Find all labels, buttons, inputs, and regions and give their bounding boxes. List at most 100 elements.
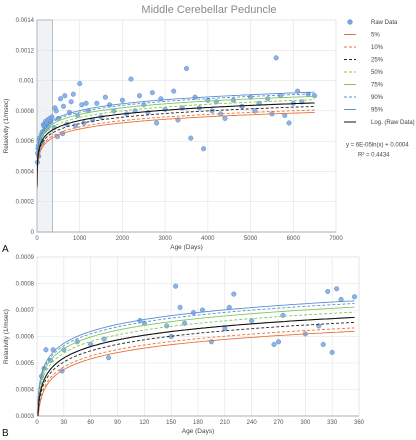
data-point <box>231 291 237 297</box>
x-tick-label: 300 <box>300 420 311 426</box>
x-tick-label: 360 <box>354 420 365 426</box>
data-point <box>70 91 76 97</box>
panel-label: A <box>2 244 9 255</box>
data-point <box>53 108 59 114</box>
data-point <box>57 96 64 102</box>
data-point <box>351 294 358 300</box>
x-tick-label: 90 <box>114 420 121 426</box>
legend-item: 95% <box>344 108 384 114</box>
data-point <box>43 347 49 353</box>
data-point <box>136 93 143 99</box>
y-tick-label: 0.0007 <box>16 308 35 314</box>
data-point <box>275 339 282 345</box>
data-point <box>334 286 340 292</box>
legend-label: 10% <box>371 45 384 51</box>
y-axis-title: Relaxivity (1/msec) <box>3 309 10 364</box>
legend-item: 25% <box>344 58 384 64</box>
chart-panel-a: 0 0.0002 0.0004 0.0006 0.0008 0.001 0.0012 0.00… <box>2 18 343 255</box>
data-point <box>62 93 68 99</box>
x-tick-label: 0 <box>35 420 39 426</box>
data-point <box>312 93 318 99</box>
legend-item: 90% <box>344 95 384 101</box>
curve-line <box>37 300 355 403</box>
x-tick-label: 3000 <box>158 236 172 242</box>
x-tick-label: 1000 <box>73 236 87 242</box>
data-point <box>273 55 279 61</box>
data-point <box>77 81 83 87</box>
data-point <box>145 109 151 115</box>
x-tick-label: 270 <box>273 420 284 426</box>
data-point <box>201 146 207 152</box>
y-tick-label: 0.0008 <box>16 282 35 288</box>
data-point <box>128 76 134 82</box>
data-point <box>119 97 125 103</box>
x-tick-label: 60 <box>87 420 94 426</box>
legend-label: 25% <box>371 58 384 64</box>
y-tick-label: 0.0009 <box>16 255 35 261</box>
data-point <box>106 355 112 361</box>
r-squared: R² = 0.4434 <box>358 153 390 159</box>
legend-item: Raw Data <box>347 19 398 26</box>
data-point <box>265 96 271 102</box>
y-tick-label: 0.0008 <box>16 109 35 115</box>
legend-item: 75% <box>344 83 384 89</box>
data-point <box>329 349 335 355</box>
curve-line <box>37 330 355 416</box>
y-tick-label: 0.0005 <box>16 361 35 367</box>
x-tick-label: 120 <box>139 420 150 426</box>
data-point <box>68 99 74 105</box>
x-tick-label: 4000 <box>201 236 215 242</box>
data-point <box>60 103 67 109</box>
curve-line <box>37 316 355 414</box>
data-point <box>271 341 277 348</box>
data-point <box>280 312 286 318</box>
data-point <box>222 115 228 121</box>
x-tick-label: 180 <box>193 420 204 426</box>
data-point <box>49 114 55 120</box>
data-point <box>320 341 326 348</box>
data-point <box>79 102 85 108</box>
data-point <box>83 100 89 106</box>
curve-line <box>37 111 315 191</box>
chart-title: Middle Cerebellar Peduncle <box>141 4 276 16</box>
x-tick-label: 6000 <box>287 236 301 242</box>
legend-label: 5% <box>371 33 380 39</box>
curve-line <box>37 99 315 183</box>
legend-label: 95% <box>371 108 384 114</box>
data-point <box>94 100 100 106</box>
curve-line <box>37 306 355 406</box>
legend-label: 50% <box>371 70 384 76</box>
y-tick-label: 0.0004 <box>16 169 35 175</box>
data-point <box>230 97 237 103</box>
trend-equation: y = 6E-05ln(x) + 0.0004 <box>346 143 409 149</box>
x-tick-label: 5000 <box>244 236 258 242</box>
curve-line <box>37 327 355 416</box>
y-tick-label: 0.0003 <box>16 414 35 420</box>
curve-line <box>37 95 315 181</box>
legend-item: 5% <box>344 33 380 39</box>
legend-label: 90% <box>371 95 384 101</box>
legend-label: Raw Data <box>371 20 398 26</box>
x-tick-label: 30 <box>60 420 67 426</box>
data-point <box>102 94 108 100</box>
legend: Raw Data 5% 10% 25% 50% 75% 90% 95% Log. (Raw Da… <box>344 19 415 159</box>
curve-line <box>37 105 315 187</box>
data-point <box>149 90 155 96</box>
x-tick-label: 240 <box>247 420 258 426</box>
y-tick-label: 0.0014 <box>16 18 35 24</box>
y-axis-title: Relaxivity (1/msec) <box>3 99 10 154</box>
x-tick-label: 7000 <box>329 236 343 242</box>
legend-label: Log. (Raw Data) <box>371 120 415 126</box>
curve-line <box>37 93 315 180</box>
x-tick-label: 2000 <box>116 236 130 242</box>
legend-marker <box>347 19 353 25</box>
data-point <box>162 106 168 112</box>
legend-item: 10% <box>344 45 384 51</box>
data-point <box>286 120 292 126</box>
y-tick-label: 0.0006 <box>16 335 35 341</box>
plot-area <box>36 19 337 233</box>
curve-line <box>37 109 315 190</box>
data-point <box>50 347 56 353</box>
y-tick-label: 0.0012 <box>16 48 35 54</box>
